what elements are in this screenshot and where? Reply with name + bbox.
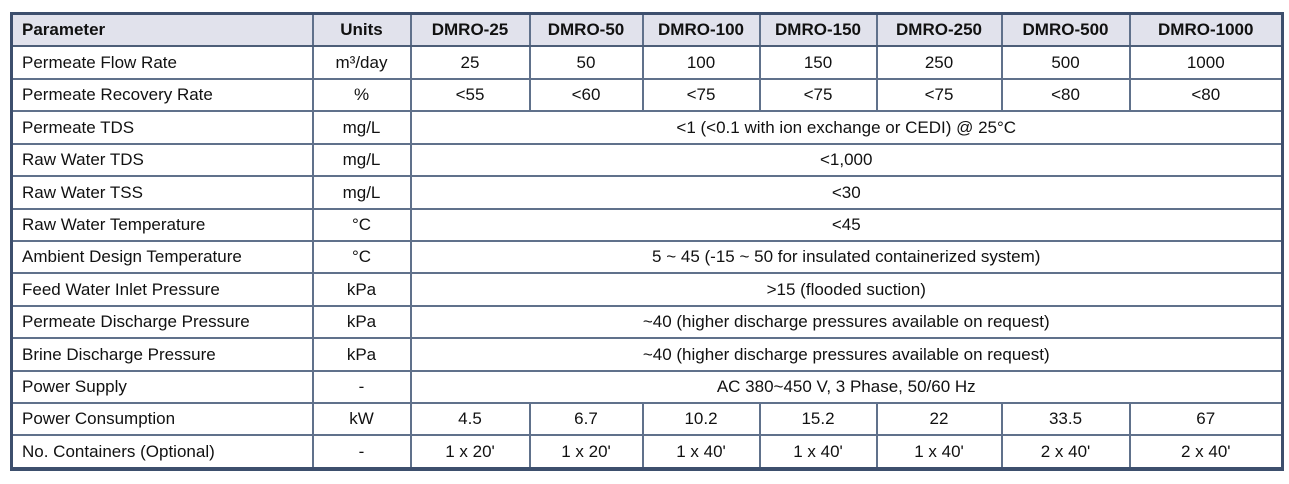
param-cell: Raw Water Temperature — [10, 207, 314, 242]
value-cell: 500 — [1000, 45, 1131, 80]
value-cell: 1 x 20' — [409, 434, 531, 470]
value-cell: 1000 — [1128, 45, 1284, 80]
units-cell: kPa — [311, 304, 412, 340]
table-row: Raw Water Temperature °C <45 — [10, 207, 1284, 242]
units-cell: kPa — [311, 337, 412, 372]
merged-value-cell: >15 (flooded suction) — [409, 272, 1284, 307]
units-cell: mg/L — [311, 110, 412, 145]
param-cell: No. Containers (Optional) — [10, 434, 314, 470]
units-cell: - — [311, 369, 412, 404]
header-dmro-25: DMRO-25 — [409, 12, 531, 48]
value-cell: 1 x 40' — [875, 434, 1003, 470]
value-cell: 1 x 40' — [641, 434, 761, 470]
header-units: Units — [311, 12, 412, 48]
merged-value-cell: <30 — [409, 175, 1284, 210]
units-cell: kPa — [311, 272, 412, 307]
param-cell: Permeate TDS — [10, 110, 314, 145]
units-cell: °C — [311, 207, 412, 242]
param-cell: Permeate Discharge Pressure — [10, 304, 314, 340]
value-cell: <60 — [528, 77, 644, 113]
table-row: Power Consumption kW 4.5 6.7 10.2 15.2 2… — [10, 401, 1284, 437]
table-row: Permeate Recovery Rate % <55 <60 <75 <75… — [10, 77, 1284, 113]
header-dmro-1000: DMRO-1000 — [1128, 12, 1284, 48]
param-cell: Permeate Flow Rate — [10, 45, 314, 80]
units-cell: kW — [311, 401, 412, 437]
value-cell: 50 — [528, 45, 644, 80]
value-cell: 150 — [758, 45, 878, 80]
param-cell: Brine Discharge Pressure — [10, 337, 314, 372]
value-cell: 2 x 40' — [1000, 434, 1131, 470]
value-cell: 4.5 — [409, 401, 531, 437]
table-row: Raw Water TDS mg/L <1,000 — [10, 142, 1284, 178]
units-cell: mg/L — [311, 142, 412, 178]
value-cell: <75 — [758, 77, 878, 113]
param-cell: Ambient Design Temperature — [10, 239, 314, 275]
table-row: Feed Water Inlet Pressure kPa >15 (flood… — [10, 272, 1284, 307]
value-cell: 2 x 40' — [1128, 434, 1284, 470]
value-cell: <80 — [1000, 77, 1131, 113]
param-cell: Raw Water TSS — [10, 175, 314, 210]
merged-value-cell: <1,000 — [409, 142, 1284, 178]
table-row: Raw Water TSS mg/L <30 — [10, 175, 1284, 210]
value-cell: 33.5 — [1000, 401, 1131, 437]
table-row: Brine Discharge Pressure kPa ~40 (higher… — [10, 337, 1284, 372]
param-cell: Permeate Recovery Rate — [10, 77, 314, 113]
header-dmro-50: DMRO-50 — [528, 12, 644, 48]
units-cell: - — [311, 434, 412, 470]
table-row: No. Containers (Optional) - 1 x 20' 1 x … — [10, 434, 1284, 470]
value-cell: <75 — [641, 77, 761, 113]
table-row: Permeate Flow Rate m³/day 25 50 100 150 … — [10, 45, 1284, 80]
value-cell: <80 — [1128, 77, 1284, 113]
value-cell: 100 — [641, 45, 761, 80]
param-cell: Feed Water Inlet Pressure — [10, 272, 314, 307]
spec-table: Parameter Units DMRO-25 DMRO-50 DMRO-100… — [10, 12, 1284, 471]
header-row: Parameter Units DMRO-25 DMRO-50 DMRO-100… — [10, 12, 1284, 48]
param-cell: Power Consumption — [10, 401, 314, 437]
value-cell: <55 — [409, 77, 531, 113]
header-parameter: Parameter — [10, 12, 314, 48]
header-dmro-100: DMRO-100 — [641, 12, 761, 48]
value-cell: 25 — [409, 45, 531, 80]
value-cell: 1 x 40' — [758, 434, 878, 470]
value-cell: 10.2 — [641, 401, 761, 437]
value-cell: 15.2 — [758, 401, 878, 437]
units-cell: °C — [311, 239, 412, 275]
merged-value-cell: ~40 (higher discharge pressures availabl… — [409, 304, 1284, 340]
param-cell: Raw Water TDS — [10, 142, 314, 178]
value-cell: 6.7 — [528, 401, 644, 437]
value-cell: 250 — [875, 45, 1003, 80]
table-row: Permeate Discharge Pressure kPa ~40 (hig… — [10, 304, 1284, 340]
merged-value-cell: 5 ~ 45 (-15 ~ 50 for insulated container… — [409, 239, 1284, 275]
value-cell: 67 — [1128, 401, 1284, 437]
units-cell: m³/day — [311, 45, 412, 80]
merged-value-cell: ~40 (higher discharge pressures availabl… — [409, 337, 1284, 372]
header-dmro-500: DMRO-500 — [1000, 12, 1131, 48]
merged-value-cell: <45 — [409, 207, 1284, 242]
value-cell: <75 — [875, 77, 1003, 113]
value-cell: 22 — [875, 401, 1003, 437]
param-cell: Power Supply — [10, 369, 314, 404]
table-row: Permeate TDS mg/L <1 (<0.1 with ion exch… — [10, 110, 1284, 145]
table-row: Ambient Design Temperature °C 5 ~ 45 (-1… — [10, 239, 1284, 275]
table-row: Power Supply - AC 380~450 V, 3 Phase, 50… — [10, 369, 1284, 404]
header-dmro-150: DMRO-150 — [758, 12, 878, 48]
value-cell: 1 x 20' — [528, 434, 644, 470]
merged-value-cell: <1 (<0.1 with ion exchange or CEDI) @ 25… — [409, 110, 1284, 145]
units-cell: % — [311, 77, 412, 113]
units-cell: mg/L — [311, 175, 412, 210]
merged-value-cell: AC 380~450 V, 3 Phase, 50/60 Hz — [409, 369, 1284, 404]
header-dmro-250: DMRO-250 — [875, 12, 1003, 48]
